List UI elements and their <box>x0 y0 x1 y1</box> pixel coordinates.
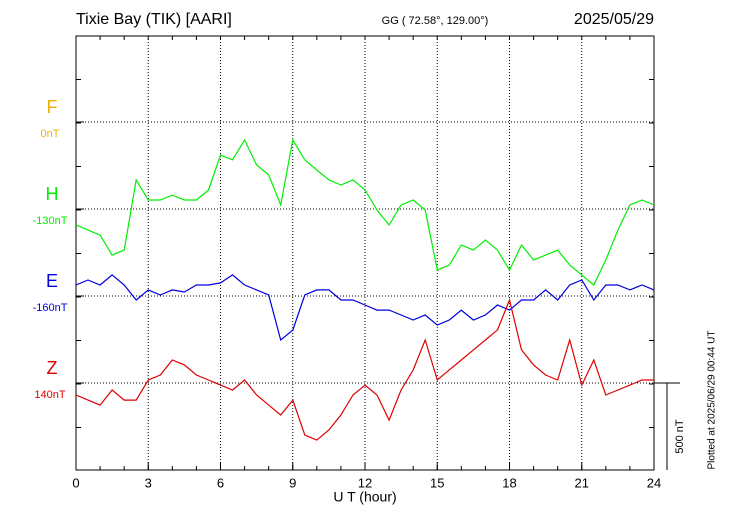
series-name: F <box>47 97 58 117</box>
x-tick-label: 12 <box>358 475 372 490</box>
x-axis-label: U T (hour) <box>333 489 396 505</box>
x-tick-label: 3 <box>145 475 152 490</box>
baseline-label: 140nT <box>34 389 65 401</box>
baseline-label: -160nT <box>33 302 68 314</box>
chart-date: 2025/05/29 <box>574 11 654 28</box>
series-line <box>75 274 655 342</box>
series-line <box>75 298 654 441</box>
series-line <box>75 138 655 286</box>
x-tick-label: 6 <box>217 475 224 490</box>
chart-title: Tixie Bay (TIK) [AARI] <box>76 11 232 28</box>
baseline-label: -130nT <box>33 215 68 227</box>
x-tick-label: 15 <box>430 475 444 490</box>
series-name: E <box>46 271 58 291</box>
x-tick-label: 9 <box>289 475 296 490</box>
chart-subtitle: GG ( 72.58°, 129.00°) <box>382 15 489 27</box>
plotted-note: Plotted at 2025/06/29 00:44 UT <box>707 331 718 470</box>
baseline-label: 0nT <box>41 128 60 140</box>
x-tick-label: 18 <box>502 475 516 490</box>
x-tick-label: 24 <box>647 475 661 490</box>
x-tick-label: 21 <box>575 475 589 490</box>
scale-label: 500 nT <box>674 419 686 454</box>
x-tick-label: 0 <box>72 475 79 490</box>
series-name: H <box>46 184 59 204</box>
series-name: Z <box>47 358 58 378</box>
